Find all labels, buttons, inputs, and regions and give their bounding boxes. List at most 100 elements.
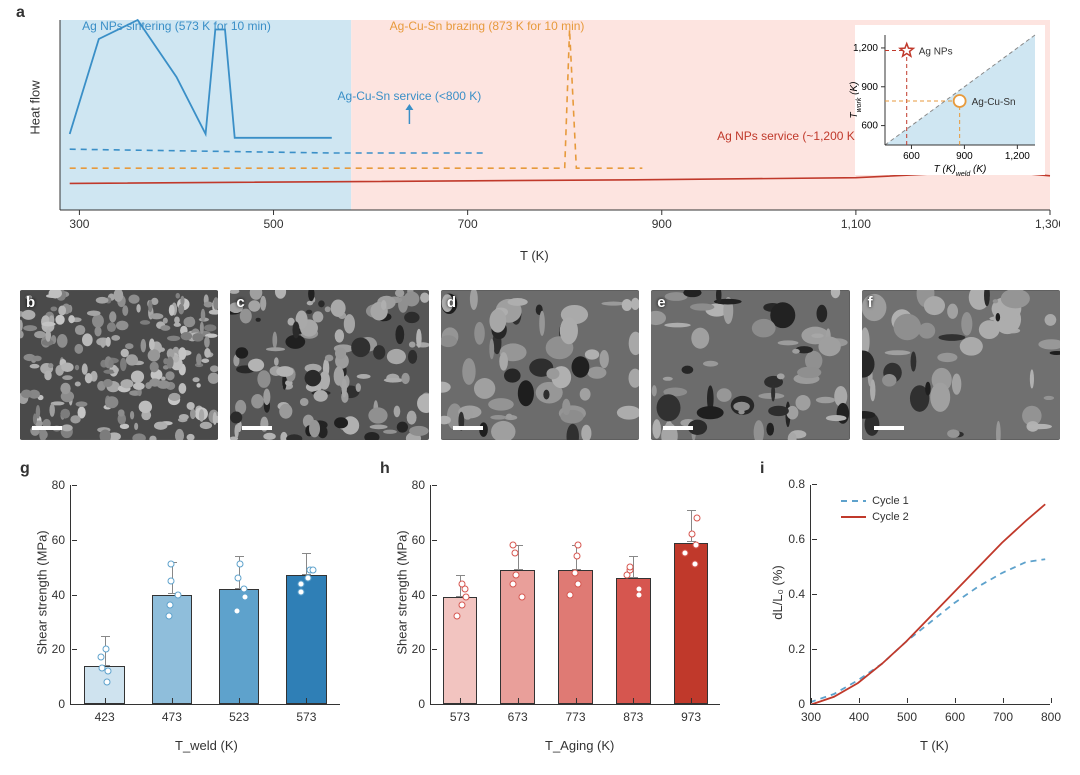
panel-label-h: h [380,460,390,478]
panel-a-xlabel: T (K) [520,248,549,263]
panel-i-axes: 00.20.40.60.8300400500600700800 Cycle 1 … [810,485,1050,705]
legend-item: Cycle 2 [841,511,909,523]
data-point [519,594,526,601]
svg-text:1,300: 1,300 [1035,217,1060,231]
data-point [236,561,243,568]
data-point [574,553,581,560]
sem-b: b [20,290,218,440]
data-point [458,602,465,609]
sem-e: e [651,290,849,440]
xtick: 500 [897,704,917,724]
svg-text:1,200: 1,200 [1005,151,1030,162]
xtick: 973 [681,704,701,724]
bar [152,595,192,705]
svg-text:Ag-Cu-Sn service (<800 K): Ag-Cu-Sn service (<800 K) [338,89,482,103]
ytick: 80 [52,478,71,492]
data-point [454,613,461,620]
data-point [694,514,701,521]
panel-a-chart: 3005007009001,1001,300Ag NPs sintering (… [20,10,1060,240]
bar [219,589,259,704]
scalebar-d [453,426,483,430]
scalebar-c [242,426,272,430]
data-point [692,542,699,549]
xtick: 700 [993,704,1013,724]
data-point [166,602,173,609]
data-point [511,550,518,557]
ytick: 20 [52,642,71,656]
xtick: 573 [450,704,470,724]
svg-text:600: 600 [903,151,920,162]
svg-text:900: 900 [861,82,878,93]
data-point [168,561,175,568]
ytick: 40 [412,588,431,602]
ytick: 0.6 [788,532,811,546]
ytick: 0 [58,697,71,711]
error-bar [633,556,634,578]
data-point [298,580,305,587]
data-point [681,550,688,557]
data-point [168,577,175,584]
ytick: 0.2 [788,642,811,656]
data-point [166,613,173,620]
svg-text:700: 700 [458,217,478,231]
ytick: 0.8 [788,477,811,491]
sem-f: f [862,290,1060,440]
data-point [463,594,470,601]
bar [616,578,651,704]
sem-d: d [441,290,639,440]
data-point [692,561,699,568]
panel-label-b: b [26,294,35,311]
data-point [240,586,247,593]
ytick: 40 [52,588,71,602]
data-point [104,679,111,686]
bar [674,543,709,705]
xtick: 300 [801,704,821,724]
sem-row: b c d e f [20,290,1060,440]
xtick: 600 [945,704,965,724]
svg-text:500: 500 [264,217,284,231]
data-point [688,531,695,538]
xtick: 573 [296,704,316,724]
panel-label-d: d [447,294,456,311]
xtick: 873 [623,704,643,724]
ytick: 0 [418,697,431,711]
legend-item: Cycle 1 [841,495,909,507]
data-point [98,665,105,672]
sem-c-texture [230,290,428,440]
legend-label: Cycle 2 [872,511,909,523]
panel-label-e: e [657,294,665,311]
legend-label: Cycle 1 [872,495,909,507]
panel-h-axes: 020406080573673773873973 [430,485,720,705]
sem-f-texture [862,290,1060,440]
svg-text:Ag-Cu-Sn: Ag-Cu-Sn [972,97,1016,108]
data-point [297,588,304,595]
bar [558,570,593,704]
panel-label-f: f [868,294,873,311]
data-point [233,607,240,614]
svg-text:Ag-Cu-Sn brazing (873 K for 10: Ag-Cu-Sn brazing (873 K for 10 min) [390,19,585,33]
scalebar-f [874,426,904,430]
error-bar [518,545,519,570]
svg-text:Ag NPs: Ag NPs [919,47,953,58]
xtick: 423 [95,704,115,724]
scalebar-b [32,426,62,430]
panel-i-xlabel: T (K) [920,738,949,753]
data-point [102,646,109,653]
ytick: 20 [412,642,431,656]
xtick: 473 [162,704,182,724]
svg-text:1,200: 1,200 [853,43,878,54]
sem-e-texture [651,290,849,440]
ytick: 80 [412,478,431,492]
data-point [626,564,633,571]
xtick: 673 [508,704,528,724]
data-point [636,586,643,593]
data-point [510,542,517,549]
panel-label-c: c [236,294,244,311]
data-point [574,580,581,587]
data-point [512,572,519,579]
xtick: 400 [849,704,869,724]
panel-g-axes: 020406080423473523573 [70,485,340,705]
sem-b-texture [20,290,218,440]
svg-text:900: 900 [652,217,672,231]
svg-text:Ag NPs sintering (573 K for 10: Ag NPs sintering (573 K for 10 min) [82,19,271,33]
